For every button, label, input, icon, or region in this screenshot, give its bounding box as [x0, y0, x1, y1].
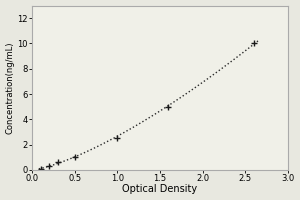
X-axis label: Optical Density: Optical Density [122, 184, 197, 194]
Y-axis label: Concentration(ng/mL): Concentration(ng/mL) [6, 41, 15, 134]
